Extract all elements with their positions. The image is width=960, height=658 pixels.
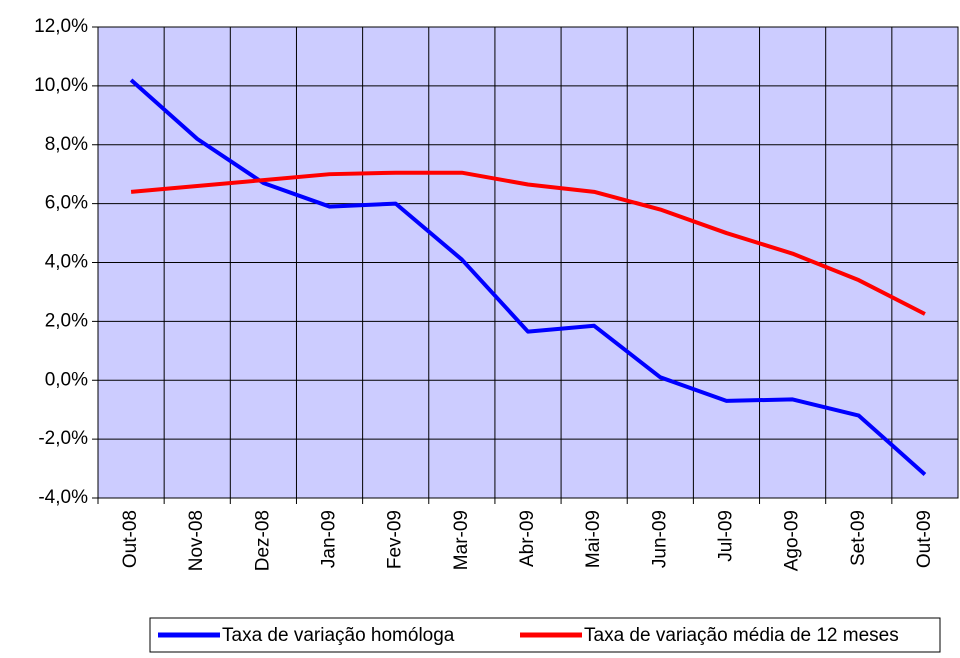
x-tick-label: Mai-09: [583, 510, 604, 568]
legend-label: Taxa de variação média de 12 meses: [584, 625, 899, 646]
series-line: [129, 78, 927, 476]
x-tick-label: Jun-09: [649, 510, 670, 568]
legend-label: Taxa de variação homóloga: [222, 625, 455, 646]
y-tick-label: -4,0%: [38, 487, 88, 508]
y-tick-label: 12,0%: [34, 16, 88, 37]
y-tick-label: 10,0%: [34, 75, 88, 96]
x-tick-label: Dez-08: [252, 510, 273, 571]
x-tick-label: Abr-09: [517, 510, 538, 567]
series-line: [130, 170, 926, 316]
x-tick-label: Out-08: [120, 510, 141, 568]
x-tick-label: Set-09: [848, 510, 869, 566]
x-tick-label: Out-09: [914, 510, 935, 568]
y-tick-label: 2,0%: [45, 310, 88, 331]
x-tick-label: Jul-09: [715, 510, 736, 562]
y-tick-label: 6,0%: [45, 193, 88, 214]
x-tick-label: Ago-09: [782, 510, 803, 571]
x-tick-label: Nov-08: [186, 510, 207, 571]
y-tick-label: 8,0%: [45, 134, 88, 155]
y-tick-label: 4,0%: [45, 252, 88, 273]
x-tick-label: Fev-09: [385, 510, 406, 569]
y-tick-label: 0,0%: [45, 369, 88, 390]
y-tick-label: -2,0%: [38, 428, 88, 449]
x-tick-label: Mar-09: [451, 510, 472, 570]
x-tick-label: Jan-09: [319, 510, 340, 568]
